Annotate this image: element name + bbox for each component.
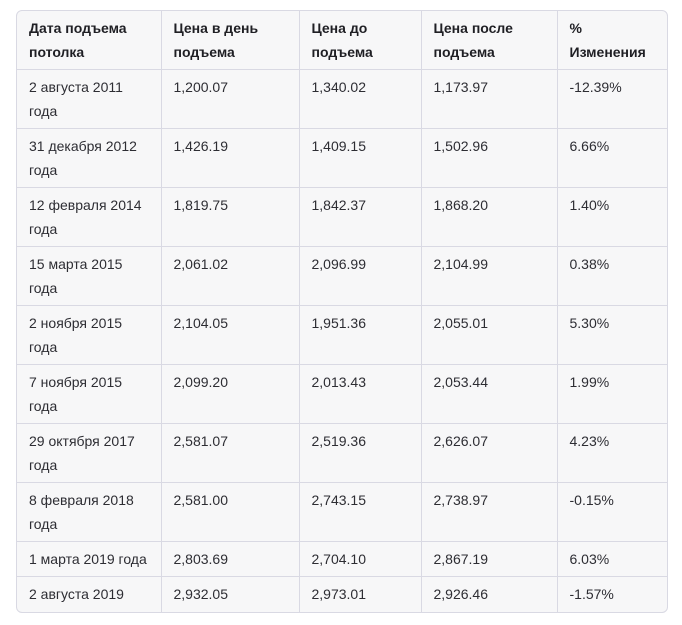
cell-price-on-day: 2,581.00 xyxy=(160,482,299,542)
cell-percent-change: 4.23% xyxy=(556,423,667,483)
table-header-row: Дата подъема потолка Цена в день подъема… xyxy=(17,11,667,70)
cell-price-on-day: 1,426.19 xyxy=(160,128,299,188)
cell-price-before: 1,340.02 xyxy=(298,69,421,129)
cell-price-on-day: 1,819.75 xyxy=(160,187,299,247)
cell-date: 2 ноября 2015 года xyxy=(17,305,161,365)
table-row: 31 декабря 2012 года 1,426.19 1,409.15 1… xyxy=(17,128,667,188)
cell-percent-change: 0.38% xyxy=(556,246,667,306)
cell-price-after: 1,502.96 xyxy=(420,128,557,188)
cell-price-on-day: 2,099.20 xyxy=(160,364,299,424)
cell-price-after: 2,867.19 xyxy=(420,541,557,577)
table-row: 12 февраля 2014 года 1,819.75 1,842.37 1… xyxy=(17,187,667,247)
cell-price-before: 2,519.36 xyxy=(298,423,421,483)
header-price-on-day: Цена в день подъема xyxy=(160,11,299,70)
table-row: 2 августа 2019 года 2,932.05 2,973.01 2,… xyxy=(17,576,667,612)
cell-price-on-day: 1,200.07 xyxy=(160,69,299,129)
cell-price-before: 2,013.43 xyxy=(298,364,421,424)
cell-date: 1 марта 2019 года xyxy=(17,541,161,577)
header-date: Дата подъема потолка xyxy=(17,11,161,70)
table-row: 2 ноября 2015 года 2,104.05 1,951.36 2,0… xyxy=(17,305,667,365)
cell-date: 31 декабря 2012 года xyxy=(17,128,161,188)
table-row: 7 ноября 2015 года 2,099.20 2,013.43 2,0… xyxy=(17,364,667,424)
table-row: 15 марта 2015 года 2,061.02 2,096.99 2,1… xyxy=(17,246,667,306)
cell-price-before: 1,951.36 xyxy=(298,305,421,365)
cell-date: 29 октября 2017 года xyxy=(17,423,161,483)
cell-price-before: 2,743.15 xyxy=(298,482,421,542)
header-percent-change: % Изменения xyxy=(556,11,667,70)
debt-ceiling-table: Дата подъема потолка Цена в день подъема… xyxy=(17,11,667,612)
cell-price-after: 2,926.46 xyxy=(420,576,557,612)
cell-percent-change: -0.15% xyxy=(556,482,667,542)
data-table-container: Дата подъема потолка Цена в день подъема… xyxy=(16,10,668,613)
cell-price-after: 1,868.20 xyxy=(420,187,557,247)
cell-date: 8 февраля 2018 года xyxy=(17,482,161,542)
cell-percent-change: 1.40% xyxy=(556,187,667,247)
table-row: 29 октября 2017 года 2,581.07 2,519.36 2… xyxy=(17,423,667,483)
cell-date: 2 августа 2019 года xyxy=(17,576,161,612)
table-row: 8 февраля 2018 года 2,581.00 2,743.15 2,… xyxy=(17,482,667,542)
cell-price-after: 1,173.97 xyxy=(420,69,557,129)
cell-price-before: 1,842.37 xyxy=(298,187,421,247)
cell-percent-change: 1.99% xyxy=(556,364,667,424)
cell-price-on-day: 2,104.05 xyxy=(160,305,299,365)
cell-percent-change: 6.03% xyxy=(556,541,667,577)
cell-price-after: 2,738.97 xyxy=(420,482,557,542)
cell-date: 7 ноября 2015 года xyxy=(17,364,161,424)
cell-price-before: 2,096.99 xyxy=(298,246,421,306)
cell-date: 12 февраля 2014 года xyxy=(17,187,161,247)
cell-percent-change: -1.57% xyxy=(556,576,667,612)
table-row: 1 марта 2019 года 2,803.69 2,704.10 2,86… xyxy=(17,541,667,577)
cell-price-on-day: 2,581.07 xyxy=(160,423,299,483)
cell-price-on-day: 2,061.02 xyxy=(160,246,299,306)
cell-price-on-day: 2,932.05 xyxy=(160,576,299,612)
table-row: 2 августа 2011 года 1,200.07 1,340.02 1,… xyxy=(17,69,667,129)
cell-price-after: 2,104.99 xyxy=(420,246,557,306)
cell-price-before: 1,409.15 xyxy=(298,128,421,188)
header-price-before: Цена до подъема xyxy=(298,11,421,70)
cell-date: 15 марта 2015 года xyxy=(17,246,161,306)
cell-price-after: 2,055.01 xyxy=(420,305,557,365)
cell-percent-change: 5.30% xyxy=(556,305,667,365)
cell-date: 2 августа 2011 года xyxy=(29,79,123,119)
cell-percent-change: -12.39% xyxy=(556,69,667,129)
cell-percent-change: 6.66% xyxy=(556,128,667,188)
cell-price-before: 2,704.10 xyxy=(298,541,421,577)
header-price-after: Цена после подъема xyxy=(420,11,557,70)
cell-price-on-day: 2,803.69 xyxy=(160,541,299,577)
cell-price-after: 2,053.44 xyxy=(420,364,557,424)
cell-price-after: 2,626.07 xyxy=(420,423,557,483)
cell-price-before: 2,973.01 xyxy=(298,576,421,612)
